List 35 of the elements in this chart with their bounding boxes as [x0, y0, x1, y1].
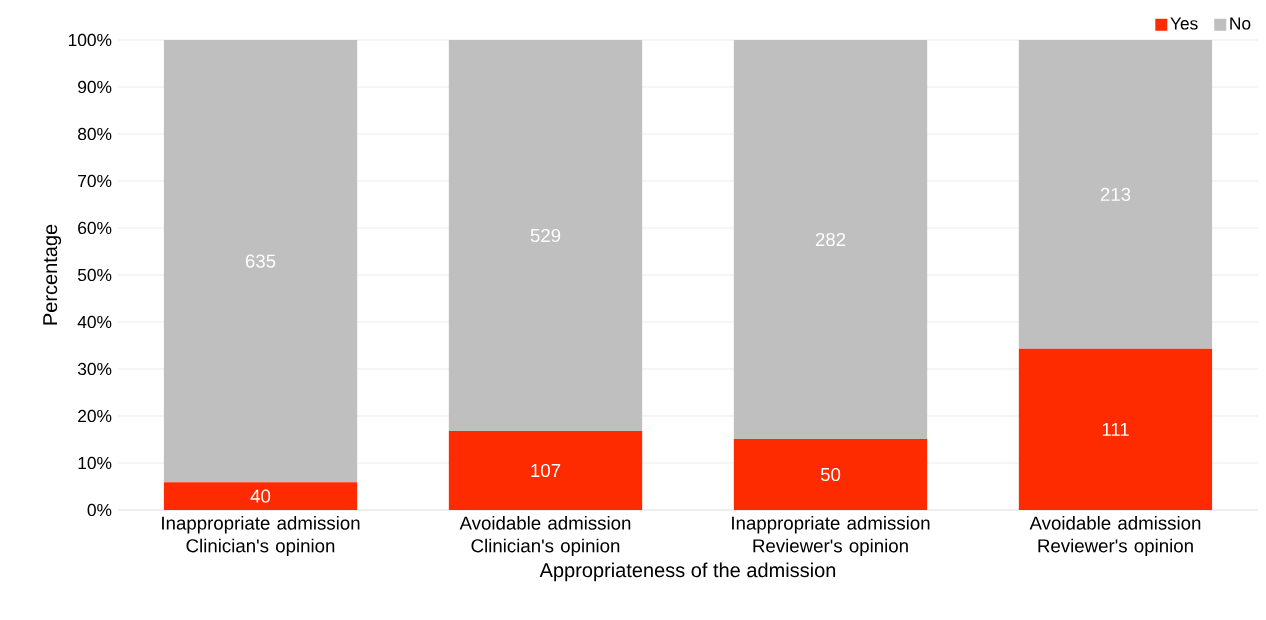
y-tick-label: 10% [78, 456, 112, 470]
y-tick-label: 90% [78, 80, 112, 94]
annotation: 282 [815, 232, 846, 247]
x-tick-label: Avoidable admission Clinician's opinion [459, 516, 631, 557]
y-tick-label: 20% [78, 409, 112, 423]
y-tick-label: 50% [77, 268, 112, 282]
annotation: 213 [1100, 187, 1131, 201]
y-axis-title: Percentage [43, 224, 62, 325]
legend-label: Yes [1170, 17, 1198, 30]
annotation: 529 [530, 228, 561, 243]
y-tick-label: 60% [78, 221, 112, 235]
x-axis-title: Appropriateness of the admission [539, 562, 836, 582]
bar [448, 431, 643, 510]
annotation: 40 [250, 489, 271, 503]
y-tick-label: 30% [77, 362, 112, 376]
annotation: 111 [1102, 422, 1129, 436]
x-tick-label: Avoidable admission Reviewer's opinion [1029, 516, 1201, 557]
y-tick-label: 0% [87, 503, 112, 517]
y-tick-label: 100% [68, 33, 112, 47]
bar [163, 482, 358, 510]
x-tick-label: Inappropriate admission Reviewer's opinion [732, 516, 930, 557]
bar [733, 439, 928, 510]
bar [733, 39, 928, 440]
bar [1018, 39, 1213, 349]
annotation: 50 [820, 467, 841, 482]
y-tick-label: 80% [78, 127, 112, 141]
bar [1018, 348, 1213, 510]
legend-label: No [1230, 17, 1251, 30]
y-tick-label: 40% [77, 315, 112, 329]
annotation: 635 [245, 254, 276, 268]
annotation: 107 [531, 463, 561, 478]
bar [448, 39, 643, 432]
bar [163, 39, 358, 483]
y-tick-label: 70% [78, 174, 112, 188]
x-tick-label: Inappropriate admission Clinician's opinion [162, 516, 360, 557]
